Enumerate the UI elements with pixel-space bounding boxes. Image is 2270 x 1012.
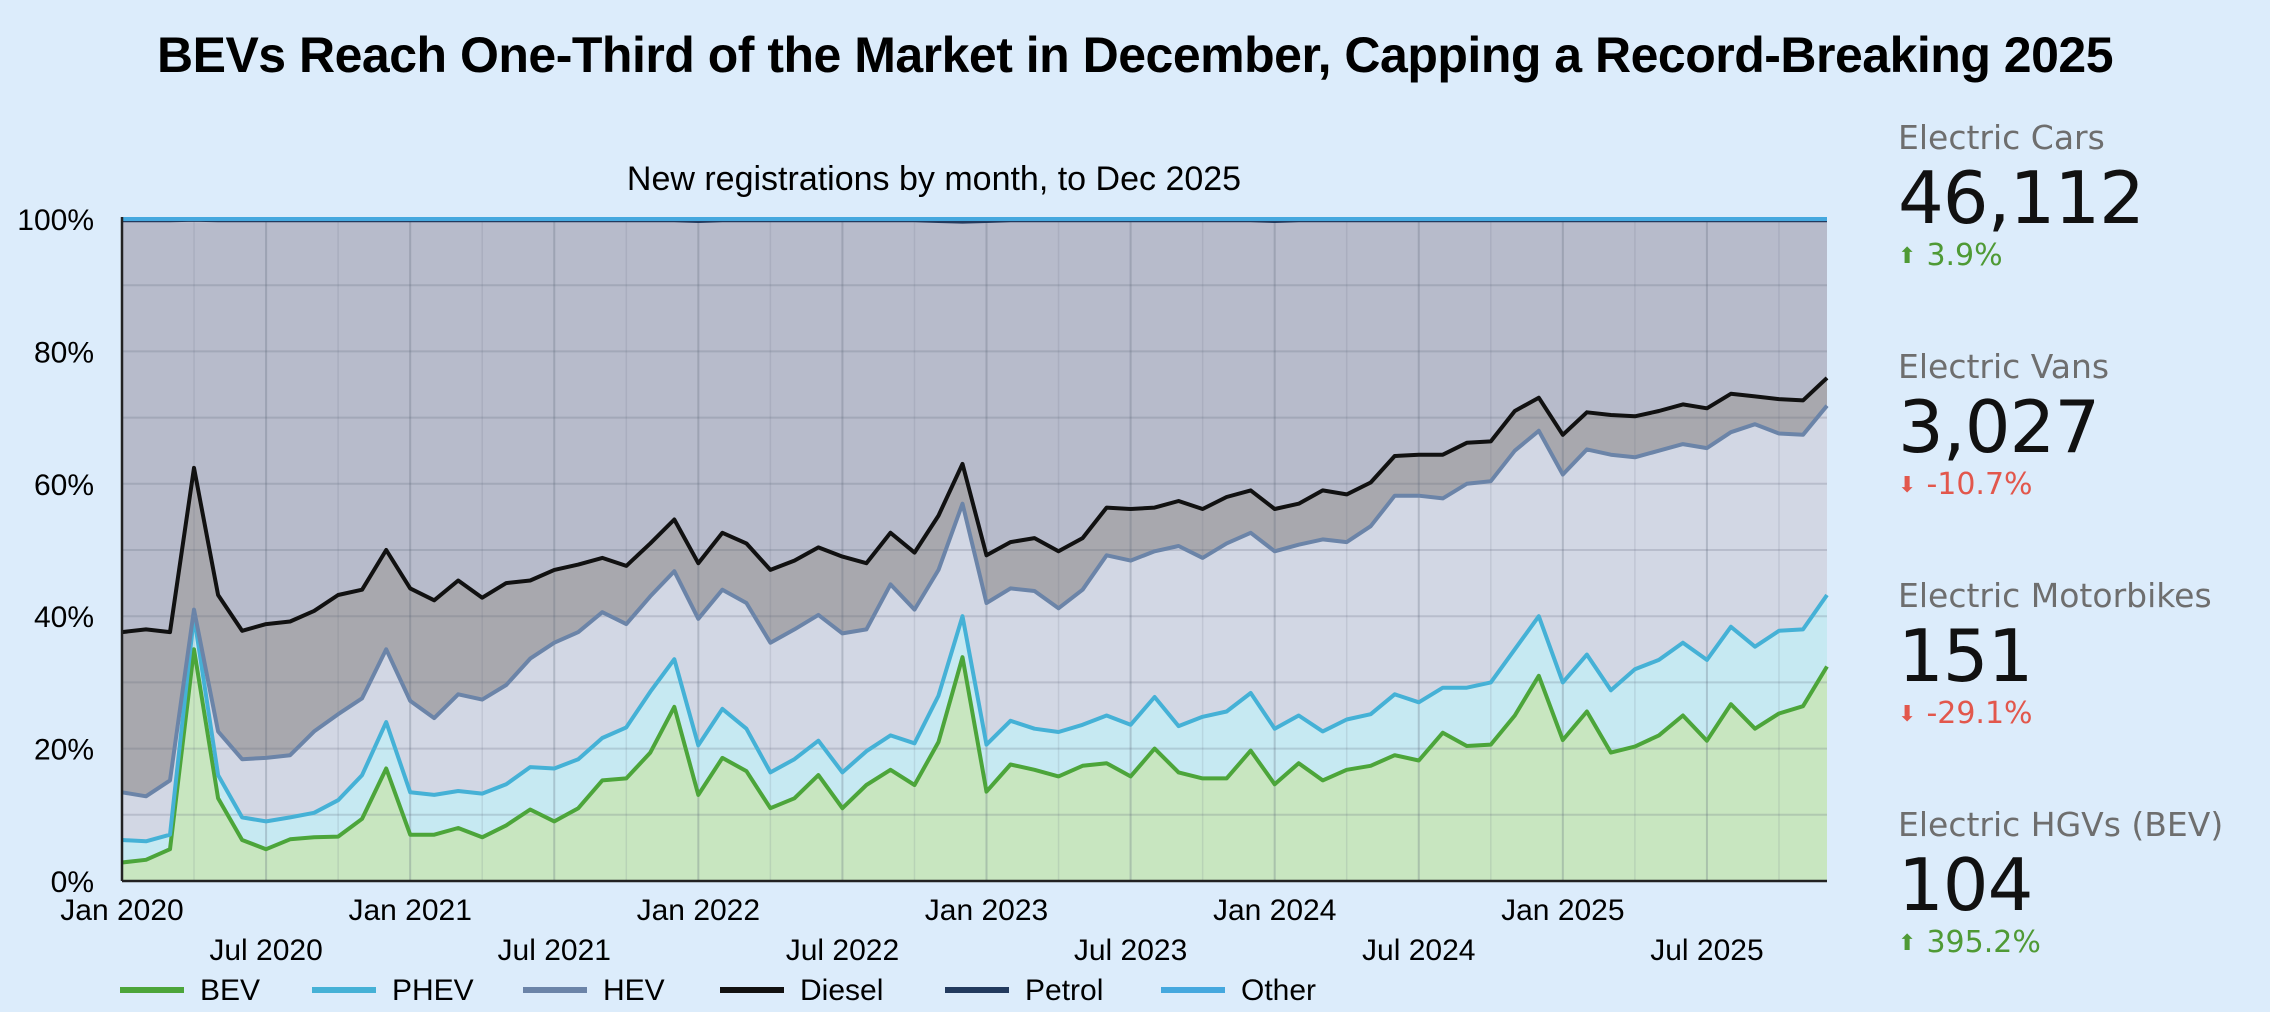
kpi-change-value: 395.2% [1926,925,2041,961]
x-tick-label: Jul 2025 [1650,934,1763,967]
y-tick-label: 40% [34,601,94,634]
x-tick-label: Jan 2022 [637,894,760,927]
kpi-electric-motorbikes: Electric Motorbikes 151 ⬇ -29.1% [1898,576,2258,731]
kpi-label: Electric HGVs (BEV) [1898,805,2224,844]
y-tick-label: 60% [34,469,94,502]
arrow-down-icon: ⬇ [1898,473,1917,499]
legend-label-hev: HEV [603,974,665,1007]
line-bev [121,647,1829,865]
x-tick-label: Jan 2021 [348,894,471,927]
line-diesel [121,376,1829,635]
arrow-down-icon: ⬇ [1898,702,1917,728]
kpi-label: Electric Cars [1898,118,2105,157]
x-tick-label: Jul 2023 [1074,934,1187,967]
legend-label-bev: BEV [200,974,260,1007]
legend-label-petrol: Petrol [1025,974,1103,1007]
kpi-value: 151 [1898,614,2033,698]
chart-subtitle: New registrations by month, to Dec 2025 [627,160,1241,198]
y-tick-label: 20% [34,734,94,767]
legend-label-diesel: Diesel [800,974,883,1007]
kpi-change: ⬇ -29.1% [1898,696,2258,731]
chart-title: BEVs Reach One-Third of the Market in De… [157,27,2114,83]
kpi-value: 3,027 [1898,385,2100,469]
kpi-change-value: -10.7% [1926,467,2033,503]
area-petrol [122,219,1827,633]
kpi-change: ⬆ 3.9% [1898,238,2258,273]
y-tick-label: 80% [34,336,94,369]
kpi-change-value: 3.9% [1926,238,2003,274]
x-tick-label: Jan 2025 [1501,894,1624,927]
arrow-up-icon: ⬆ [1898,244,1917,270]
kpi-electric-hgvs: Electric HGVs (BEV) 104 ⬆ 395.2% [1898,805,2258,960]
x-tick-label: Jul 2021 [498,934,611,967]
area-bev [122,649,1827,881]
area-hev [122,405,1827,842]
legend-label-phev: PHEV [392,974,474,1007]
x-tick-label: Jul 2020 [209,934,322,967]
x-tick-label: Jan 2023 [925,894,1048,927]
x-tick-label: Jul 2022 [786,934,899,967]
kpi-electric-cars: Electric Cars 46,112 ⬆ 3.9% [1898,118,2258,273]
y-tick-label: 0% [51,866,94,899]
kpi-label: Electric Vans [1898,347,2110,386]
line-phev [121,593,1829,844]
kpi-label: Electric Motorbikes [1898,576,2212,615]
area-diesel [122,377,1827,797]
kpi-change: ⬆ 395.2% [1898,925,2258,960]
stacked-area-chart: 0% 20% 40% 60% 80% 100% Jan 2020 Jul 2020 Jan 20… [17,160,1829,1007]
kpi-value: 46,112 [1898,156,2145,240]
line-hev [121,404,1829,799]
kpi-change: ⬇ -10.7% [1898,467,2258,502]
x-tick-label: Jan 2024 [1213,894,1336,927]
legend-label-other: Other [1241,974,1316,1007]
y-tick-label: 100% [17,204,94,237]
x-tick-label: Jan 2020 [60,894,183,927]
kpi-value: 104 [1898,843,2033,927]
x-tick-label: Jul 2024 [1362,934,1475,967]
area-phev [122,595,1827,863]
arrow-up-icon: ⬆ [1898,931,1917,957]
kpi-change-value: -29.1% [1926,696,2033,732]
kpi-electric-vans: Electric Vans 3,027 ⬇ -10.7% [1898,347,2258,502]
